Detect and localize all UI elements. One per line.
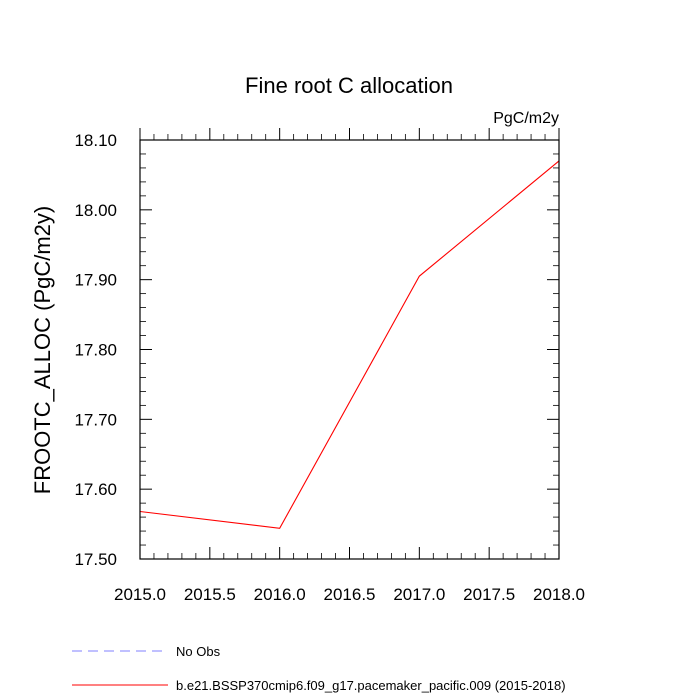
x-tick-label: 2017.0 xyxy=(393,585,445,604)
x-tick-label: 2015.5 xyxy=(184,585,236,604)
x-tick-label: 2018.0 xyxy=(533,585,585,604)
y-tick-labels: 17.50 17.60 17.70 17.80 17.90 18.00 18.10 xyxy=(74,131,117,569)
units-label: PgC/m2y xyxy=(493,110,559,127)
axis-ticks xyxy=(139,128,560,560)
y-tick-label: 17.60 xyxy=(74,480,117,499)
data-point xyxy=(279,528,280,529)
y-tick-label: 18.10 xyxy=(74,131,117,150)
plot-area xyxy=(139,160,560,529)
chart-title: Fine root C allocation xyxy=(245,73,453,98)
plot-frame xyxy=(139,139,560,560)
x-tick-labels: 2015.0 2015.5 2016.0 2016.5 2017.0 2017.5 2018… xyxy=(114,585,585,604)
x-tick-label: 2016.5 xyxy=(324,585,376,604)
x-tick-label: 2016.0 xyxy=(254,585,306,604)
y-tick-label: 17.70 xyxy=(74,410,117,429)
x-tick-label: 2015.0 xyxy=(114,585,166,604)
data-point xyxy=(419,276,420,277)
y-tick-label: 17.50 xyxy=(74,550,117,569)
y-tick-label: 17.80 xyxy=(74,341,117,360)
series-line xyxy=(139,160,560,529)
legend: No Obs b.e21.BSSP370cmip6.f09_g17.pacemak… xyxy=(72,644,566,693)
y-tick-label: 18.00 xyxy=(74,201,117,220)
legend-label: No Obs xyxy=(176,644,221,659)
y-axis-label: FROOTC_ALLOC (PgC/m2y) xyxy=(30,206,55,495)
y-tick-label: 17.90 xyxy=(74,271,117,290)
x-tick-label: 2017.5 xyxy=(463,585,515,604)
legend-label: b.e21.BSSP370cmip6.f09_g17.pacemaker_pac… xyxy=(176,678,566,693)
